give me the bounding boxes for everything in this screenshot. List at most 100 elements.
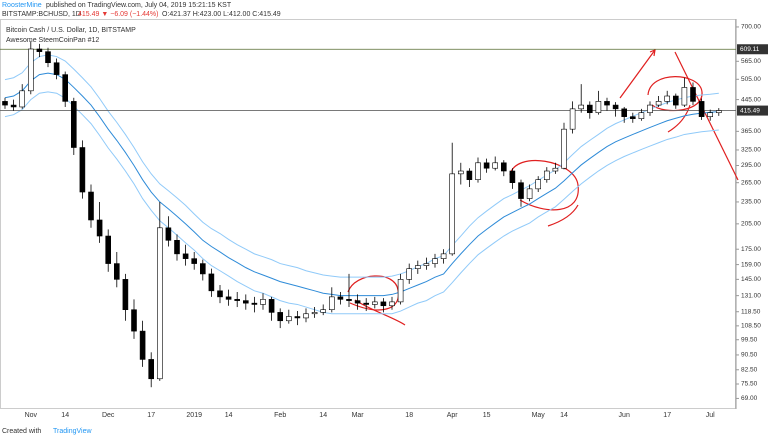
candle-body	[595, 101, 602, 114]
candle-body	[569, 108, 576, 130]
candle-body	[561, 128, 567, 169]
candle-body	[131, 309, 137, 332]
candle-body	[475, 162, 481, 180]
price-label-box	[737, 105, 768, 116]
candle-body	[509, 170, 516, 183]
candle-body	[586, 104, 593, 114]
candle-body	[182, 253, 189, 259]
x-tick-label: May	[532, 412, 546, 419]
candle-body	[303, 313, 309, 319]
y-tick-label: 145.00	[741, 276, 761, 283]
candle-body	[234, 299, 240, 301]
candle-body	[604, 101, 610, 106]
band-line	[4, 91, 719, 315]
x-tick-label: 14	[225, 412, 233, 419]
candle-body	[311, 312, 318, 315]
candle-body	[105, 235, 111, 264]
footer-brand[interactable]: TradingView	[53, 428, 92, 435]
candle-body	[19, 90, 26, 108]
y-tick-label: 75.50	[741, 381, 758, 388]
published: published on TradingView.com, July 04, 2…	[46, 2, 232, 9]
candle-body	[328, 296, 335, 311]
band-line	[4, 54, 719, 278]
y-tick-label: 445.00	[741, 96, 761, 103]
y-tick-label: 365.00	[741, 128, 761, 135]
y-tick-label: 82.50	[741, 366, 758, 373]
y-tick-label: 108.50	[741, 323, 761, 330]
x-tick-label: Apr	[447, 412, 459, 419]
candle-body	[217, 290, 223, 298]
candle-body	[457, 170, 464, 175]
candle-body	[414, 265, 421, 269]
candle-body	[277, 312, 284, 322]
candle-body	[535, 179, 542, 190]
author[interactable]: RoosterMine	[2, 2, 42, 9]
candle-body	[2, 101, 8, 106]
candle-body	[397, 279, 404, 303]
arrow	[619, 49, 656, 99]
band-line	[4, 72, 719, 297]
chart-subtitle: Awesome SteemCoinPan #12	[6, 37, 99, 44]
candle-body	[157, 227, 163, 380]
x-tick-label: Dec	[102, 412, 115, 419]
candle-body	[707, 112, 714, 117]
candle-body	[466, 170, 473, 180]
candle-body	[337, 296, 344, 300]
y-tick-label: 69.00	[741, 395, 758, 402]
candle-body	[690, 87, 696, 102]
symbol: BITSTAMP:BCHUSD, 1D	[2, 11, 81, 18]
candle-body	[191, 258, 197, 264]
candle-body	[225, 296, 232, 300]
arrow	[674, 51, 739, 181]
candle-body	[148, 359, 154, 380]
candle-body	[500, 162, 507, 172]
y-tick-label: 175.00	[741, 246, 761, 253]
x-tick-label: 14	[61, 412, 69, 419]
candle-body	[612, 104, 619, 110]
candle-body	[389, 301, 395, 307]
candle-body	[715, 110, 722, 114]
candle-body	[371, 301, 378, 305]
y-tick-label: 235.00	[741, 199, 761, 206]
chart-title: Bitcoin Cash / U.S. Dollar, 1D, BITSTAMP	[6, 27, 136, 34]
candle-body	[294, 316, 301, 319]
candle-body	[621, 108, 628, 117]
candle-body	[440, 253, 447, 259]
candle-body	[96, 219, 103, 237]
stroke	[667, 104, 691, 133]
candle-body	[114, 263, 120, 280]
candle-body	[578, 104, 585, 110]
candle-body	[346, 299, 352, 301]
candle-body	[36, 48, 43, 52]
y-tick-label: 295.00	[741, 162, 761, 169]
candle-body	[45, 51, 51, 64]
x-tick-label: Mar	[352, 412, 365, 419]
candle-body	[380, 301, 387, 307]
candle-body	[79, 147, 86, 193]
candle-body	[647, 104, 653, 114]
candle-body	[71, 101, 77, 148]
candle-body	[62, 74, 69, 102]
candle-body	[449, 173, 456, 255]
y-tick-label: 131.00	[741, 292, 761, 299]
candle-body	[492, 162, 499, 169]
x-tick-label: Feb	[274, 412, 286, 419]
candle-body	[543, 170, 550, 180]
price-label: 415.49	[740, 107, 760, 114]
y-tick-label: 505.00	[741, 76, 761, 83]
x-tick-label: 2019	[186, 412, 202, 419]
price-label: 609.11	[740, 46, 760, 53]
candle-body	[268, 299, 275, 313]
candle-body	[354, 300, 361, 304]
candle-body	[638, 112, 645, 119]
candle-body	[655, 101, 662, 106]
change: 415.49 ▼ −6.09 (−1.44%)	[78, 11, 158, 18]
x-tick-label: Jul	[706, 412, 715, 419]
candle-body	[406, 268, 413, 280]
x-tick-label: 14	[560, 412, 568, 419]
candle-body	[88, 191, 94, 221]
candle-body	[672, 95, 679, 106]
candle-body	[363, 302, 370, 305]
x-tick-label: Nov	[25, 412, 38, 419]
